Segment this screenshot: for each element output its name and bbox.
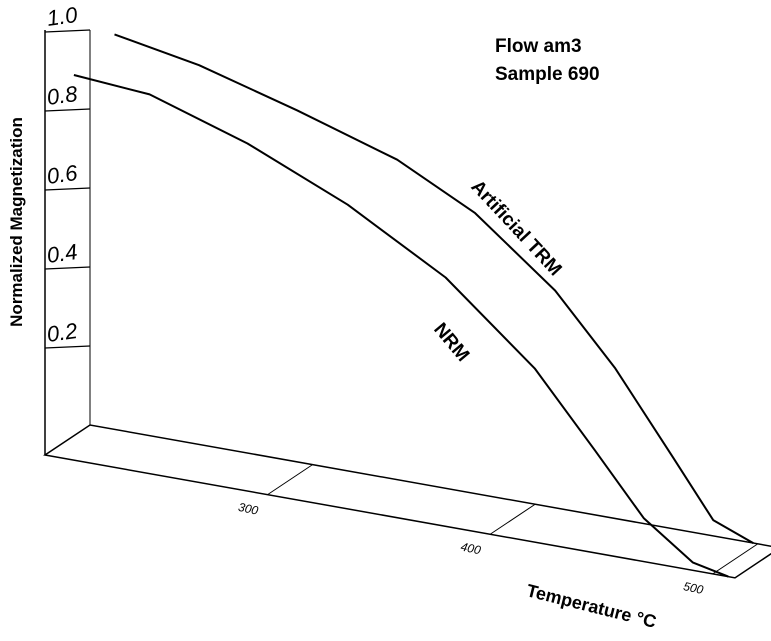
x-tick-label: 500 <box>682 579 705 597</box>
x-tick-label: 300 <box>237 500 260 518</box>
x-tick-label: 400 <box>460 539 483 557</box>
x-grid-line <box>712 543 759 575</box>
series-label: Artificial TRM <box>467 176 566 280</box>
y-axis-label: Normalized Magnetization <box>7 117 26 327</box>
floor <box>43 424 771 579</box>
y-tick <box>44 187 91 191</box>
y-tick <box>44 266 91 270</box>
y-tick-label: 1.0 <box>45 2 80 31</box>
y-tick-label: 0.2 <box>45 318 79 347</box>
annotation: Sample 690 <box>495 64 600 85</box>
y-tick-label: 0.8 <box>45 81 80 110</box>
y-tick <box>44 345 91 349</box>
series-line <box>114 33 754 544</box>
x-axis-label: Temperature °C <box>525 580 659 632</box>
y-tick-label: 0.6 <box>45 160 80 189</box>
x-grid-line <box>489 503 536 535</box>
annotation: Flow am3 <box>495 36 582 57</box>
series-label: NRM <box>429 319 473 366</box>
y-tick <box>44 29 91 33</box>
y-tick <box>44 108 91 112</box>
series-line <box>73 74 729 578</box>
x-grid-line <box>267 464 313 496</box>
y-tick-label: 0.4 <box>45 239 79 268</box>
